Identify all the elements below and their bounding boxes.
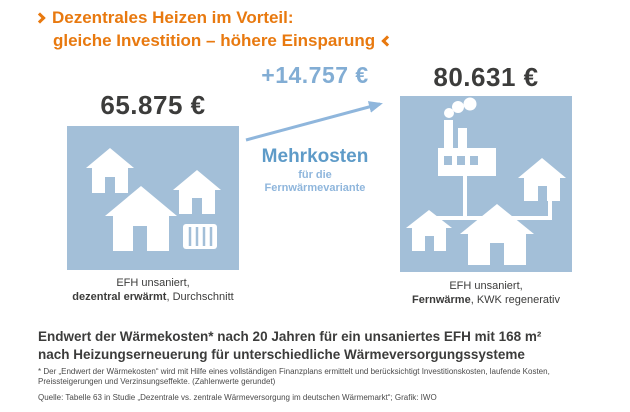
right-caption-rest: , KWK regenerativ [470,294,560,306]
houses-with-radiator-icon [86,148,221,251]
house-icon [518,158,566,201]
district-heating-illustration [400,96,572,272]
summary-text: Endwert der Wärmekosten* nach 20 Jahren … [38,328,541,364]
right-caption-bold: Fernwärme [412,294,471,306]
source-text: Quelle: Tabelle 63 in Studie „Dezentrale… [38,393,437,402]
right-caption: EFH unsaniert, Fernwärme, KWK regenerati… [373,279,599,307]
increase-arrow-icon [245,101,383,142]
title-text-2: gleiche Investition – höhere Einsparung [53,31,376,50]
right-cost-value: 80.631 € [433,62,539,92]
house-icon [460,204,534,265]
title-line-2: gleiche Investition – höhere Einsparung [36,30,393,52]
title-text-1: Dezentrales Heizen im Vorteil: [52,8,294,27]
page-title: Dezentrales Heizen im Vorteil: gleiche I… [34,7,393,52]
extra-cost-sublabel: für die Fernwärmevariante [230,169,400,195]
summary-line1: Endwert der Wärmekosten* nach 20 Jahren … [38,329,542,344]
left-caption: EFH unsaniert, dezentral erwärmt, Durchs… [40,276,266,304]
left-caption-line1: EFH unsaniert, [116,277,190,289]
decentral-heating-illustration [67,126,239,270]
radiator-icon [183,224,217,249]
footnote-text: * Der „Endwert der Wärmekosten“ wird mit… [38,367,550,386]
title-line-1: Dezentrales Heizen im Vorteil: [34,7,391,29]
extra-cost-sublabel-line2: Fernwärmevariante [264,182,366,194]
difference-value: +14.757 € [261,62,369,88]
power-plant-icon [438,97,496,176]
house-icon [406,210,452,251]
summary-line2: nach Heizungserneuerung für unterschiedl… [38,347,525,362]
left-cost-value: 65.875 € [100,90,206,120]
left-caption-bold: dezentral erwärmt [72,291,167,303]
right-caption-line1: EFH unsaniert, [449,280,523,292]
power-plant-network-icon [406,97,566,265]
house-icon [173,170,221,214]
chevron-right-icon [34,12,46,24]
chevron-left-icon [381,35,393,47]
extra-cost-sublabel-line1: für die [298,169,332,181]
house-icon [86,148,134,193]
left-caption-rest: , Durchschnitt [166,291,234,303]
house-icon [105,186,177,251]
extra-cost-label: Mehrkosten [261,146,369,167]
